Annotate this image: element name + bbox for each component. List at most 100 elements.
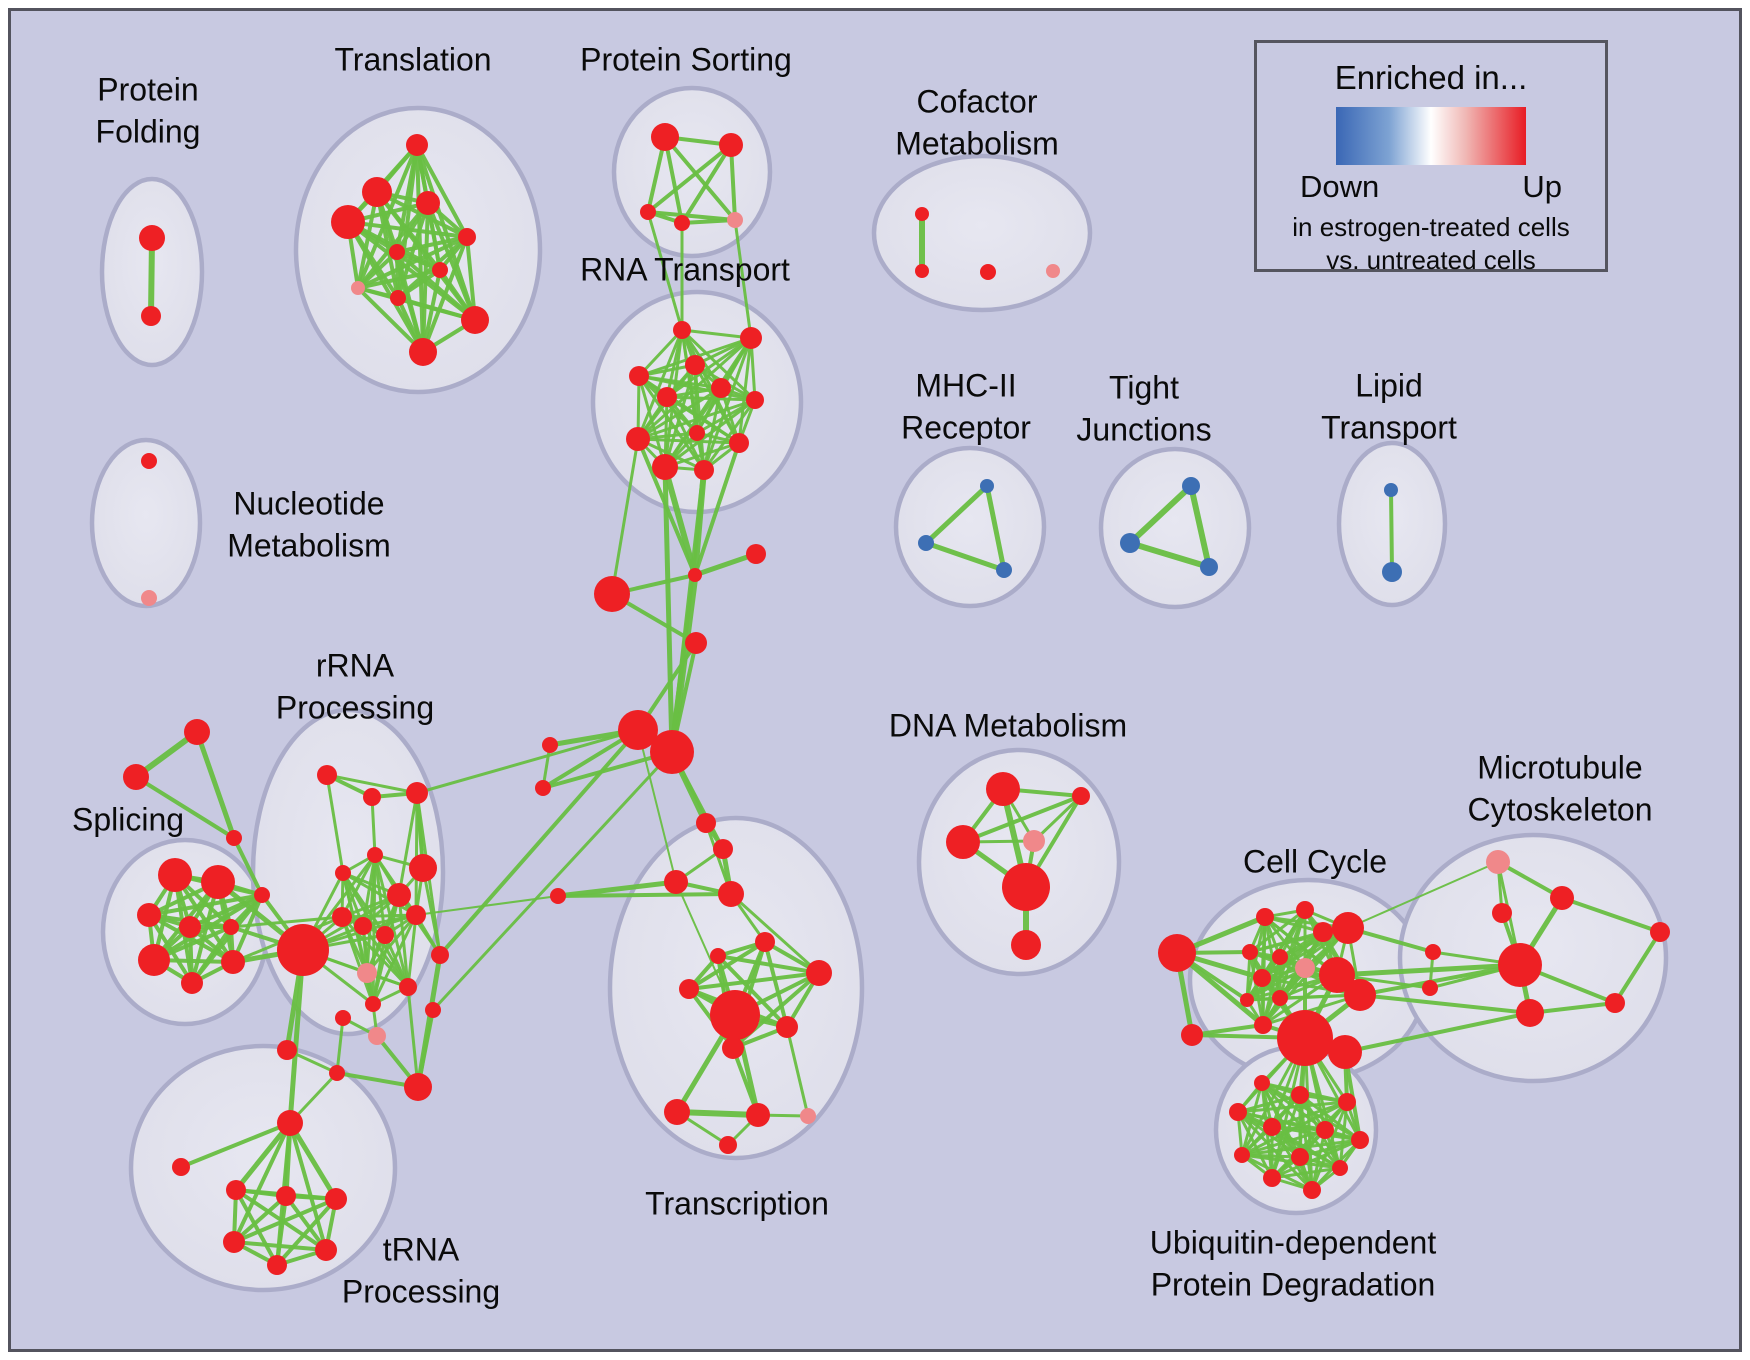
node-rt8[interactable] <box>689 425 705 441</box>
node-r4[interactable] <box>406 782 428 804</box>
node-u9[interactable] <box>1234 1147 1250 1163</box>
node-rt9[interactable] <box>626 427 650 451</box>
node-cf2[interactable] <box>915 264 929 278</box>
node-m8[interactable] <box>1605 993 1625 1013</box>
node-cf1[interactable] <box>915 207 929 221</box>
node-s5[interactable] <box>223 919 239 935</box>
node-tr9[interactable] <box>710 990 760 1040</box>
node-ps1[interactable] <box>651 123 679 151</box>
node-cc9[interactable] <box>1253 969 1271 987</box>
node-s1[interactable] <box>158 858 192 892</box>
node-d6[interactable] <box>1011 930 1041 960</box>
node-u4[interactable] <box>1338 1093 1356 1111</box>
node-m5[interactable] <box>1498 943 1542 987</box>
node-cc7[interactable] <box>1295 958 1315 978</box>
node-u13[interactable] <box>1303 1181 1321 1199</box>
node-t11[interactable] <box>409 338 437 366</box>
node-r20[interactable] <box>277 1040 297 1060</box>
node-cc8[interactable] <box>1319 957 1355 993</box>
node-rt10[interactable] <box>729 433 749 453</box>
node-cc12[interactable] <box>1254 1016 1272 1034</box>
node-u11[interactable] <box>1332 1160 1348 1176</box>
node-d2[interactable] <box>1072 787 1090 805</box>
node-cf4[interactable] <box>1046 264 1060 278</box>
node-rt3[interactable] <box>685 355 705 375</box>
node-r12[interactable] <box>406 905 426 925</box>
node-d4[interactable] <box>1023 830 1045 852</box>
node-tr7[interactable] <box>679 979 699 999</box>
node-rt1[interactable] <box>673 321 691 339</box>
node-t10[interactable] <box>461 306 489 334</box>
node-tr2[interactable] <box>713 839 733 859</box>
node-d5[interactable] <box>1002 863 1050 911</box>
node-tr10[interactable] <box>776 1016 798 1038</box>
node-cc10[interactable] <box>1272 990 1288 1006</box>
node-t3[interactable] <box>331 205 365 239</box>
node-mh1[interactable] <box>980 479 994 493</box>
node-ps2[interactable] <box>719 133 743 157</box>
node-u6[interactable] <box>1263 1118 1281 1136</box>
node-c8[interactable] <box>535 780 551 796</box>
node-u5[interactable] <box>1229 1103 1247 1121</box>
node-u8[interactable] <box>1351 1131 1369 1149</box>
node-tr6[interactable] <box>710 948 726 964</box>
node-t1[interactable] <box>406 134 428 156</box>
node-R1[interactable] <box>277 924 329 976</box>
node-cc3[interactable] <box>1313 922 1333 942</box>
node-r8[interactable] <box>332 907 352 927</box>
node-cc6[interactable] <box>1272 949 1288 965</box>
node-r10[interactable] <box>376 926 394 944</box>
node-rt7[interactable] <box>746 391 764 409</box>
node-t7[interactable] <box>432 262 448 278</box>
node-m9[interactable] <box>1650 922 1670 942</box>
node-n2[interactable] <box>141 590 157 606</box>
node-r2[interactable] <box>317 765 337 785</box>
node-r18[interactable] <box>335 1010 351 1026</box>
node-s7[interactable] <box>181 972 203 994</box>
node-ps3[interactable] <box>640 204 656 220</box>
node-s4[interactable] <box>179 916 201 938</box>
node-t5[interactable] <box>458 228 476 246</box>
node-lt2[interactable] <box>1382 562 1402 582</box>
node-x3[interactable] <box>226 830 242 846</box>
node-c9[interactable] <box>550 888 566 904</box>
node-c3[interactable] <box>746 544 766 564</box>
node-U1[interactable] <box>1277 1010 1333 1066</box>
node-r13[interactable] <box>357 963 377 983</box>
node-d3[interactable] <box>946 825 980 859</box>
node-tr14[interactable] <box>800 1108 816 1124</box>
node-c7[interactable] <box>542 737 558 753</box>
node-s2[interactable] <box>201 865 235 899</box>
node-ps5[interactable] <box>727 212 743 228</box>
node-t4[interactable] <box>416 191 440 215</box>
node-cc4[interactable] <box>1332 912 1364 944</box>
node-u3[interactable] <box>1291 1086 1309 1104</box>
node-u7[interactable] <box>1316 1121 1334 1139</box>
node-c5[interactable] <box>618 710 658 750</box>
node-q5[interactable] <box>325 1188 347 1210</box>
node-r15[interactable] <box>399 978 417 996</box>
node-tr5[interactable] <box>755 932 775 952</box>
node-r21[interactable] <box>329 1065 345 1081</box>
node-q1[interactable] <box>277 1110 303 1136</box>
node-q2[interactable] <box>172 1158 190 1176</box>
node-m6[interactable] <box>1422 980 1438 996</box>
node-tr13[interactable] <box>746 1103 770 1127</box>
node-c6[interactable] <box>650 730 694 774</box>
node-pf1[interactable] <box>139 225 165 251</box>
node-co2[interactable] <box>1181 1024 1203 1046</box>
node-tj2[interactable] <box>1120 533 1140 553</box>
node-U1b[interactable] <box>1328 1035 1362 1069</box>
node-r3[interactable] <box>363 788 381 806</box>
node-q4[interactable] <box>276 1186 296 1206</box>
node-tr12[interactable] <box>664 1099 690 1125</box>
node-s9[interactable] <box>254 887 270 903</box>
node-tr3[interactable] <box>664 870 688 894</box>
node-x1[interactable] <box>184 719 210 745</box>
node-lt1[interactable] <box>1384 483 1398 497</box>
node-tr8[interactable] <box>806 960 832 986</box>
node-x2[interactable] <box>123 764 149 790</box>
node-rt2[interactable] <box>740 327 762 349</box>
node-pf2[interactable] <box>141 306 161 326</box>
node-cc14[interactable] <box>1344 979 1376 1011</box>
